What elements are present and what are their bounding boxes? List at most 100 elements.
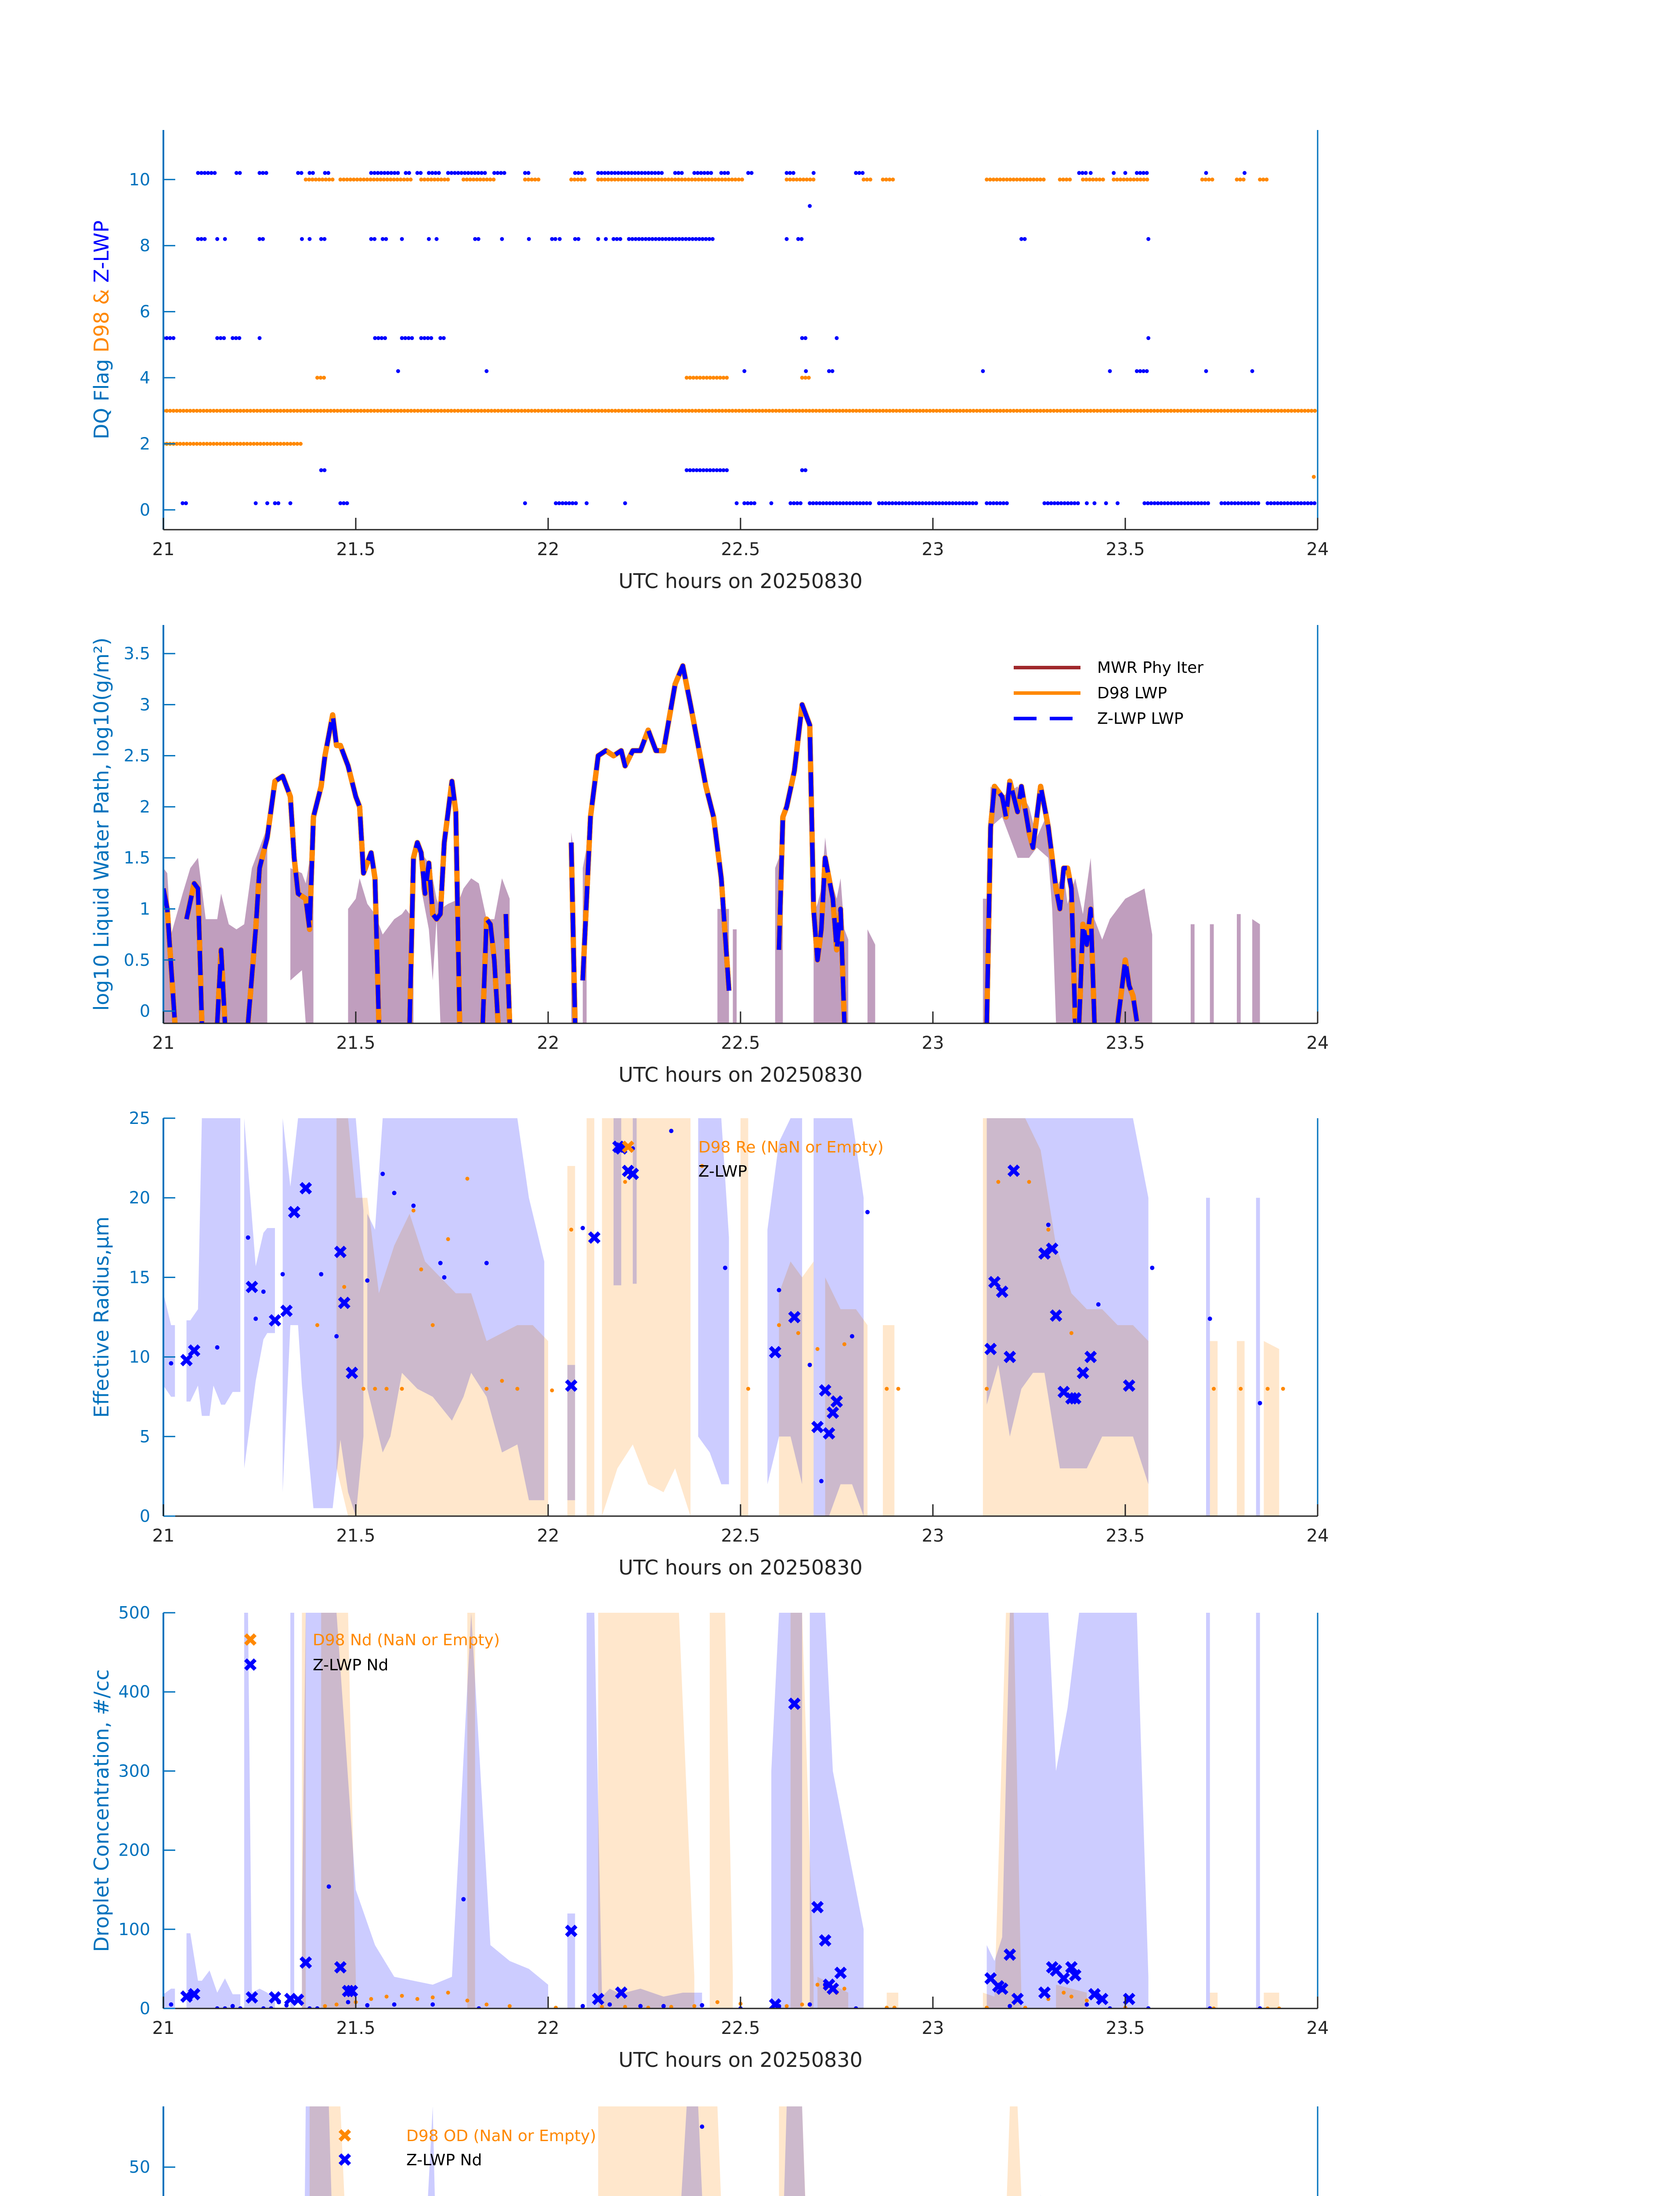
flag-point: [406, 336, 411, 340]
flag-point: [650, 171, 654, 175]
flag-point: [560, 501, 565, 506]
flag-point: [726, 177, 731, 182]
flag-point: [553, 237, 557, 241]
flag-point: [1233, 501, 1237, 506]
flag-point: [1302, 501, 1307, 506]
y-tick-label: 25: [129, 1109, 150, 1128]
flag-point: [684, 376, 689, 380]
flag-point: [596, 408, 601, 413]
d98-point: [569, 1228, 574, 1232]
flag-point: [278, 442, 283, 446]
flag-point: [1306, 501, 1310, 506]
flag-point: [379, 408, 383, 413]
y-axis-label-part: Z-LWP: [90, 220, 113, 283]
flag-point: [676, 171, 681, 175]
flag-point: [1087, 177, 1092, 182]
flag-point: [234, 171, 238, 175]
x-axis-label: UTC hours on 20250830: [618, 1556, 863, 1579]
d98-point: [484, 1387, 489, 1391]
flag-point: [384, 237, 388, 241]
flag-point: [742, 369, 747, 373]
flag-point: [800, 468, 804, 473]
flag-point: [1156, 501, 1160, 506]
flag-point: [327, 177, 331, 182]
flag-point: [276, 501, 281, 506]
x-tick-label: 23: [922, 1033, 944, 1053]
flag-point: [721, 376, 726, 380]
flag-point: [234, 336, 238, 340]
flag-point: [925, 408, 929, 413]
flag-point: [1182, 501, 1187, 506]
flag-point: [382, 177, 386, 182]
flag-point: [523, 408, 527, 413]
flag-point: [650, 237, 654, 241]
flag-point: [666, 177, 671, 182]
band-region: [1237, 914, 1241, 1023]
flag-point: [1088, 171, 1093, 175]
flag-point: [178, 408, 182, 413]
flag-point: [1049, 501, 1053, 506]
flag-point: [396, 408, 400, 413]
flag-point: [908, 408, 912, 413]
flag-point: [694, 408, 698, 413]
flag-point: [950, 501, 955, 506]
y-axis-label: Droplet Concentration, #/cc: [90, 1669, 113, 1952]
flag-point: [914, 408, 919, 413]
flag-point: [730, 408, 735, 413]
flag-point: [191, 408, 196, 413]
flag-point: [432, 177, 437, 182]
zlwp-point: [1150, 1265, 1155, 1270]
flag-point: [717, 408, 721, 413]
flag-point: [461, 177, 466, 182]
flag-point: [596, 237, 600, 241]
d98-band-region: [302, 1613, 306, 2008]
flag-point: [437, 171, 441, 175]
flag-point: [1286, 408, 1290, 413]
zlwp-lwp-line: [246, 712, 381, 1023]
flag-point: [704, 408, 708, 413]
x-tick-label: 21: [152, 2018, 175, 2038]
zlwp-x-marker: [246, 1280, 258, 1293]
flag-point: [215, 408, 219, 413]
flag-point: [636, 408, 641, 413]
d98-point: [784, 2004, 789, 2008]
flag-point: [697, 237, 701, 241]
flag-point: [543, 408, 547, 413]
flag-point: [426, 408, 430, 413]
flag-point: [469, 408, 473, 413]
d98-point: [800, 2002, 804, 2007]
d98-point: [419, 1267, 423, 1271]
y-axis-label-part: DQ Flag: [90, 353, 113, 440]
y-axis-label: Effective Radius,μm: [90, 1217, 113, 1418]
zlwp-point: [346, 2000, 350, 2005]
flag-point: [473, 408, 477, 413]
flag-point: [820, 408, 825, 413]
y-tick-label: 300: [118, 1761, 150, 1781]
flag-point: [317, 177, 322, 182]
flag-point: [791, 177, 795, 182]
flag-point: [930, 501, 935, 506]
flag-point: [1192, 501, 1197, 506]
d98-point: [1265, 1387, 1270, 1391]
flag-point: [1105, 408, 1109, 413]
flag-point: [679, 177, 684, 182]
flag-point: [423, 177, 426, 182]
flag-point: [478, 177, 482, 182]
flag-point: [361, 177, 366, 182]
y-tick-label: 6: [140, 302, 150, 321]
flag-point: [582, 177, 587, 182]
flag-point: [708, 468, 712, 473]
flag-point: [679, 171, 684, 175]
d98-point: [996, 1180, 1001, 1184]
flag-point: [365, 408, 370, 413]
legend: D98 OD (NaN or Empty) Z-LWP Nd: [338, 2127, 596, 2169]
flag-point: [1062, 501, 1067, 506]
zlwp-x-marker: [592, 1993, 605, 2005]
flag-point: [835, 501, 839, 506]
flag-point: [827, 369, 831, 373]
flag-point: [439, 408, 444, 413]
flag-point: [557, 237, 562, 241]
y-tick-label: 0.5: [124, 950, 150, 970]
d98-point: [777, 1323, 781, 1327]
flag-point: [1152, 408, 1156, 413]
